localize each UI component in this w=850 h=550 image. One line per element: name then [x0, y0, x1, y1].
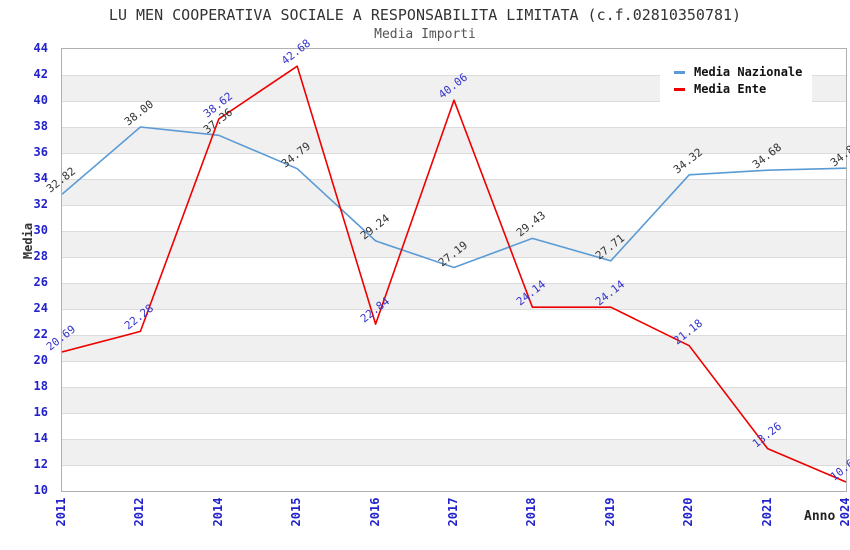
y-tick-label: 10: [33, 483, 48, 497]
series-line-media-ente: [62, 65, 846, 483]
plot-band: [62, 439, 846, 465]
gridline: [62, 231, 846, 232]
gridline: [62, 127, 846, 128]
y-tick-label: 14: [33, 431, 48, 445]
legend-label: Media Nazionale: [694, 65, 803, 79]
x-tick-label: 2016: [367, 497, 382, 527]
y-tick-label: 28: [33, 249, 48, 263]
y-tick-label: 20: [33, 353, 48, 367]
gridline: [62, 361, 846, 362]
legend-item: Media Nazionale: [674, 65, 806, 79]
legend-item: Media Ente: [674, 82, 806, 96]
gridline: [62, 283, 846, 284]
plot-area: [61, 48, 847, 492]
x-tick-label: 2021: [759, 497, 774, 527]
gridline: [62, 205, 846, 206]
gridline: [62, 257, 846, 258]
plot-band: [62, 283, 846, 309]
y-tick-label: 16: [33, 405, 48, 419]
y-tick-label: 22: [33, 327, 48, 341]
plot-band: [62, 127, 846, 153]
y-tick-label: 26: [33, 275, 48, 289]
x-tick-label: 2017: [446, 497, 460, 527]
legend-swatch: [674, 87, 685, 91]
chart-subtitle: Media Importi: [374, 27, 476, 42]
gridline: [62, 179, 846, 180]
plot-band: [62, 387, 846, 413]
y-tick-label: 34: [33, 171, 48, 185]
gridline: [62, 387, 846, 388]
x-tick-label: 2018: [524, 497, 539, 527]
y-tick-label: 30: [33, 223, 48, 237]
plot-band: [62, 335, 846, 361]
legend: Media Nazionale Media Ente: [660, 55, 812, 105]
gridline: [62, 309, 846, 310]
gridline: [62, 335, 846, 336]
x-tick-label: 2019: [602, 497, 617, 527]
y-tick-label: 18: [33, 379, 48, 393]
series-line-media-nazionale: [62, 126, 846, 269]
y-tick-label: 12: [33, 457, 48, 471]
plot-band: [62, 231, 846, 257]
legend-swatch: [674, 70, 685, 74]
series-lines: [62, 65, 846, 483]
y-tick-label: 40: [33, 93, 48, 107]
gridline: [62, 439, 846, 440]
x-tick-label: 2015: [289, 497, 304, 527]
x-tick-label: 2012: [132, 497, 147, 527]
y-tick-label: 36: [33, 145, 48, 159]
x-tick-label: 2024: [838, 497, 850, 527]
gridline: [62, 153, 846, 154]
y-tick-label: 42: [33, 67, 48, 81]
x-axis-title: Anno: [804, 509, 836, 524]
x-tick-label: 2014: [210, 497, 225, 527]
y-tick-label: 32: [33, 197, 48, 211]
gridline: [62, 465, 846, 466]
gridline: [62, 413, 846, 414]
y-tick-label: 38: [33, 119, 48, 133]
gridline: [62, 75, 846, 76]
legend-label: Media Ente: [694, 82, 767, 96]
chart-title: LU MEN COOPERATIVA SOCIALE A RESPONSABIL…: [108, 6, 742, 24]
y-tick-label: 44: [33, 41, 48, 55]
x-tick-label: 2020: [681, 497, 696, 527]
y-tick-label: 24: [33, 301, 48, 315]
x-tick-label: 2011: [54, 497, 68, 527]
